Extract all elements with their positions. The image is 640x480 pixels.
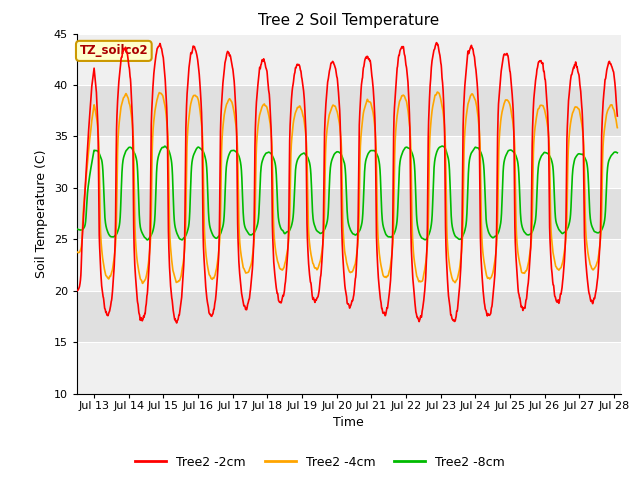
Tree2 -4cm: [139, 280, 147, 286]
Tree2 -8cm: [300, 150, 308, 156]
Tree2 -2cm: [300, 93, 308, 98]
Tree2 -8cm: [614, 150, 621, 156]
Bar: [77, 291, 621, 342]
Tree2 -2cm: [433, 40, 440, 46]
Tree2 -2cm: [597, 187, 605, 193]
Tree2 -2cm: [173, 320, 180, 326]
Tree2 -2cm: [614, 113, 621, 119]
Tree2 -2cm: [330, 60, 337, 66]
Tree2 -8cm: [73, 226, 81, 232]
Tree2 -8cm: [305, 156, 312, 162]
Tree2 -8cm: [178, 237, 186, 243]
Y-axis label: Soil Temperature (C): Soil Temperature (C): [35, 149, 48, 278]
Tree2 -4cm: [614, 125, 621, 131]
Tree2 -8cm: [438, 143, 446, 149]
Tree2 -2cm: [73, 288, 81, 294]
Text: TZ_soilco2: TZ_soilco2: [79, 44, 148, 58]
Tree2 -4cm: [434, 89, 442, 95]
Tree2 -4cm: [466, 95, 474, 101]
Tree2 -4cm: [300, 117, 308, 122]
Tree2 -4cm: [73, 249, 81, 254]
Bar: [77, 188, 621, 240]
Bar: [77, 342, 621, 394]
Tree2 -8cm: [466, 156, 474, 161]
Bar: [77, 240, 621, 291]
Tree2 -4cm: [330, 103, 337, 108]
Bar: [77, 85, 621, 136]
Tree2 -8cm: [597, 228, 605, 234]
Tree2 -2cm: [466, 47, 474, 53]
Tree2 -8cm: [570, 159, 578, 165]
Legend: Tree2 -2cm, Tree2 -4cm, Tree2 -8cm: Tree2 -2cm, Tree2 -4cm, Tree2 -8cm: [130, 451, 510, 474]
Bar: [77, 136, 621, 188]
Tree2 -8cm: [330, 152, 337, 158]
Bar: [77, 34, 621, 85]
Tree2 -4cm: [597, 230, 605, 236]
Tree2 -4cm: [570, 106, 578, 112]
Title: Tree 2 Soil Temperature: Tree 2 Soil Temperature: [258, 13, 440, 28]
X-axis label: Time: Time: [333, 416, 364, 429]
Line: Tree2 -8cm: Tree2 -8cm: [77, 146, 618, 240]
Line: Tree2 -4cm: Tree2 -4cm: [77, 92, 618, 283]
Tree2 -2cm: [570, 65, 578, 71]
Line: Tree2 -2cm: Tree2 -2cm: [77, 43, 618, 323]
Tree2 -2cm: [305, 256, 312, 262]
Tree2 -4cm: [305, 223, 312, 229]
